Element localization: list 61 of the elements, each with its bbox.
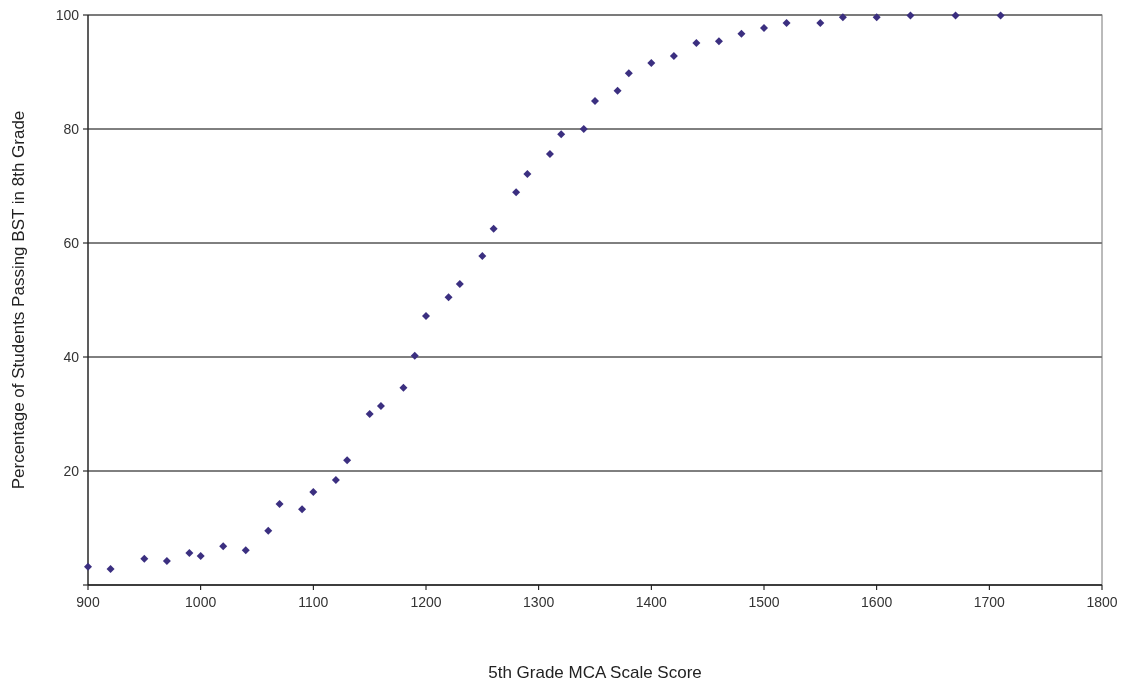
point xyxy=(714,37,723,46)
point xyxy=(872,13,881,22)
x-tick-label: 1600 xyxy=(861,594,893,610)
point xyxy=(275,500,284,509)
point xyxy=(523,170,532,179)
point xyxy=(140,554,149,563)
point xyxy=(591,97,599,106)
point xyxy=(410,351,419,360)
point xyxy=(906,11,915,20)
point xyxy=(264,526,273,535)
x-axis-title: 5th Grade MCA Scale Score xyxy=(488,663,702,682)
point xyxy=(579,125,588,133)
point xyxy=(478,252,487,261)
y-axis-title: Percentage of Students Passing BST in 8th Grade xyxy=(9,110,28,490)
point xyxy=(782,18,791,27)
x-tick-label: 1000 xyxy=(185,594,217,610)
y-tick-label: 80 xyxy=(63,120,80,137)
x-tick-label: 1400 xyxy=(635,594,668,610)
point xyxy=(737,29,746,38)
point xyxy=(512,188,521,197)
point xyxy=(489,224,498,233)
point xyxy=(162,557,171,566)
x-tick-label: 900 xyxy=(76,594,100,610)
point xyxy=(241,546,250,555)
point xyxy=(669,52,678,61)
x-tick-label: 1200 xyxy=(410,594,442,610)
point xyxy=(996,11,1005,20)
point xyxy=(647,58,656,67)
point xyxy=(760,24,768,33)
point xyxy=(84,562,92,571)
y-tick-label: 20 xyxy=(63,462,80,479)
point xyxy=(838,13,847,22)
point xyxy=(816,18,825,27)
point xyxy=(343,456,352,465)
point xyxy=(444,293,453,302)
point xyxy=(365,410,374,418)
point xyxy=(298,505,307,514)
y-tick-label: 60 xyxy=(63,234,80,251)
point xyxy=(376,402,385,411)
point xyxy=(545,150,554,159)
point xyxy=(613,86,622,95)
point xyxy=(455,280,464,289)
point xyxy=(219,542,228,551)
point xyxy=(557,130,566,139)
x-tick-label: 1300 xyxy=(523,594,555,610)
y-tick-label: 40 xyxy=(63,348,80,365)
x-tick-label: 1800 xyxy=(1086,594,1118,610)
x-tick-label: 1100 xyxy=(298,594,329,610)
point xyxy=(331,476,340,485)
point xyxy=(106,565,115,574)
point xyxy=(196,551,205,560)
point xyxy=(399,383,408,392)
y-tick-label: 100 xyxy=(55,6,80,23)
point xyxy=(624,69,633,78)
x-tick-label: 1500 xyxy=(748,594,780,610)
x-tick-label: 1700 xyxy=(973,594,1006,610)
point xyxy=(951,11,960,20)
point xyxy=(185,549,194,558)
point xyxy=(309,488,318,497)
point xyxy=(692,38,701,47)
point xyxy=(422,311,430,320)
